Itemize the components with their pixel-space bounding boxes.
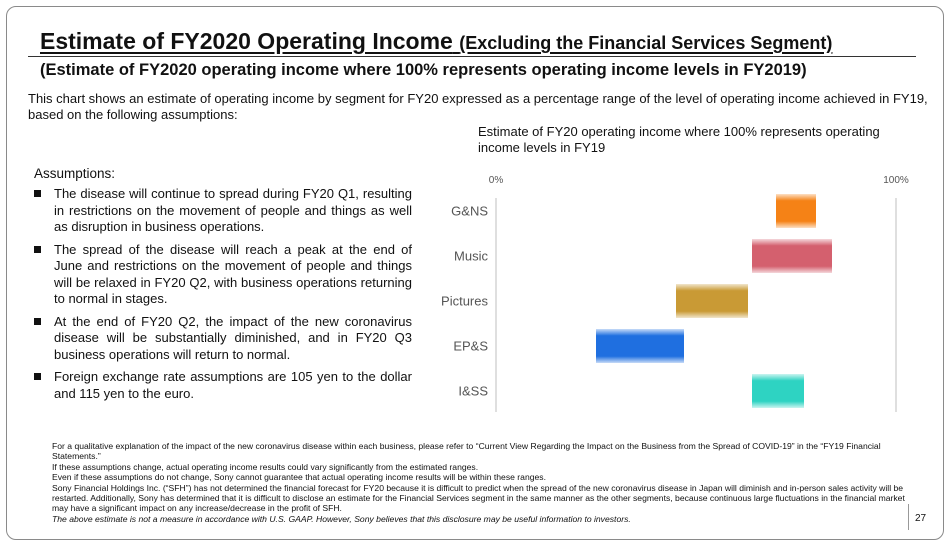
x-tick-label-0: 0% [489, 175, 504, 186]
range-bar-music [752, 239, 832, 273]
range-bar-gns [776, 194, 816, 228]
title-divider [28, 56, 916, 57]
slide-frame [6, 6, 944, 540]
category-label: Pictures [441, 294, 488, 309]
footnote: Sony Financial Holdings Inc. (“SFH”) has… [52, 482, 905, 514]
x-tick-label-100: 100% [883, 175, 909, 186]
category-label: G&NS [451, 204, 488, 219]
square-bullet-icon [34, 245, 41, 253]
range-bar-iss [752, 374, 804, 408]
assumption-item: The spread of the disease will reach a p… [34, 242, 412, 308]
square-bullet-icon [34, 373, 41, 380]
slide-title-sub: (Excluding the Financial Services Segmen… [459, 33, 833, 53]
square-bullet-icon [34, 317, 41, 325]
category-label: EP&S [453, 339, 488, 354]
segment-range-chart: 0% 100% G&NS Music Pictures EP&S I&SS [441, 175, 909, 412]
footnotes: For a qualitative explanation of the imp… [52, 441, 910, 524]
footnote: For a qualitative explanation of the imp… [52, 441, 881, 462]
assumption-item: At the end of FY20 Q2, the impact of the… [34, 314, 412, 364]
assumption-text: The spread of the disease will reach a p… [54, 241, 412, 307]
chart-caption: Estimate of FY20 operating income where … [478, 124, 880, 155]
slide-subtitle: (Estimate of FY2020 operating income whe… [40, 61, 807, 79]
category-label: Music [454, 249, 488, 264]
assumption-item: Foreign exchange rate assumptions are 10… [34, 369, 412, 402]
intro-text: This chart shows an estimate of operatin… [28, 91, 928, 122]
assumptions-heading: Assumptions: [34, 166, 116, 181]
footnote: The above estimate is not a measure in a… [52, 513, 631, 524]
assumptions-list: The disease will continue to spread duri… [34, 186, 412, 408]
assumption-item: The disease will continue to spread duri… [34, 186, 412, 236]
footnote: Even if these assumptions do not change,… [52, 472, 546, 483]
footnote: If these assumptions change, actual oper… [52, 461, 479, 472]
range-bar-pictures [676, 284, 748, 318]
slide-title: Estimate of FY2020 Operating Income (Exc… [40, 28, 832, 55]
range-bar-eps [596, 329, 684, 363]
assumption-text: The disease will continue to spread duri… [54, 186, 412, 234]
slide-title-main: Estimate of FY2020 Operating Income [40, 28, 453, 54]
square-bullet-icon [34, 190, 41, 197]
page-number: 27 [915, 513, 927, 524]
assumption-text: Foreign exchange rate assumptions are 10… [54, 369, 412, 401]
category-label: I&SS [458, 384, 488, 399]
page-number-divider [908, 504, 909, 530]
assumption-text: At the end of FY20 Q2, the impact of the… [54, 313, 412, 362]
